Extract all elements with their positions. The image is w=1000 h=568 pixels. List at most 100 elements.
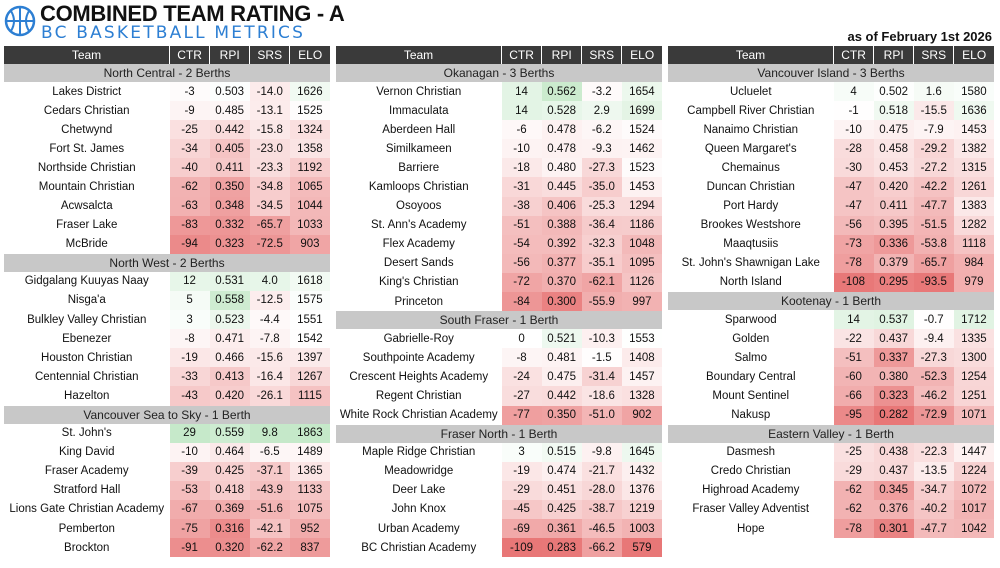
column-header-team: Team [4,46,170,64]
ctr-value: -51 [833,348,874,368]
column-header-elo: ELO [953,46,994,64]
rpi-value: 0.350 [541,405,582,425]
team-name: Kamloops Christian [368,181,469,194]
table-row: Meadowridge -19 0.474 -21.7 1432 [336,461,662,481]
rpi-value: 0.388 [541,215,582,235]
elo-value: 1575 [289,290,330,311]
rpi-value: 0.392 [541,234,582,254]
page-title: COMBINED TEAM RATING - A [40,1,345,26]
elo-value: 1048 [621,234,662,254]
rating-table: Team CTR RPI SRS ELO Okanagan - 3 Berths Verno… [336,46,662,558]
table-row: St. John's 29 0.559 9.8 1863 [4,423,330,443]
elo-value: 1186 [621,215,662,235]
elo-value: 1126 [621,272,662,293]
srs-value: -0.7 [913,310,954,330]
region-header: Eastern Valley - 1 Berth [668,424,994,443]
table-row: Campbell River Christian -1 0.518 -15.5 1636 [668,101,994,121]
elo-value: 1453 [621,177,662,197]
table-row: Chemainus -30 0.453 -27.2 1315 [668,158,994,178]
elo-value: 1447 [953,442,994,462]
ctr-value: -6 [501,120,542,140]
rpi-value: 0.523 [209,310,250,330]
team-name: Aberdeen Hall [382,123,456,136]
table-row: Nakusp -95 0.282 -72.9 1071 [668,405,994,425]
table-row: Crescent Heights Academy -24 0.475 -31.4 145… [336,367,662,387]
ctr-value: -10 [833,120,874,140]
srs-value: -34.8 [249,177,290,197]
basketball-icon [4,5,36,37]
elo-value: 1432 [621,461,662,481]
elo-value: 1044 [289,196,330,216]
srs-value: -35.0 [581,177,622,197]
srs-value: -18.6 [581,386,622,406]
rpi-value: 0.405 [209,139,250,159]
table-row: Immaculata 14 0.528 2.9 1699 [336,101,662,121]
srs-value: -52.3 [913,367,954,387]
rating-column-2: Team CTR RPI SRS ELO Okanagan - 3 Berths Verno… [336,46,662,558]
team-name: Bulkley Valley Christian [27,313,147,326]
team-name: Credo Christian [710,465,791,478]
team-name: Southpointe Academy [362,351,475,364]
team-name: BC Christian Academy [361,541,477,554]
ctr-value: -30 [833,158,874,178]
table-row: Gidgalang Kuuyas Naay 12 0.531 4.0 1618 [4,271,330,291]
elo-value: 1095 [621,253,662,273]
rpi-value: 0.348 [209,196,250,216]
elo-value: 1219 [621,499,662,519]
ctr-value: 3 [169,310,210,330]
srs-value: -1.5 [581,348,622,368]
ctr-value: -39 [169,461,210,481]
srs-value: -40.2 [913,499,954,519]
team-name: Brockton [64,541,110,554]
team-name: Regent Christian [375,389,462,402]
team-name: Pemberton [58,522,115,535]
elo-value: 1365 [289,461,330,481]
rpi-value: 0.451 [541,480,582,500]
rpi-value: 0.562 [541,82,582,102]
team-name: Campbell River Christian [687,104,815,117]
region-header: Vancouver Island - 3 Berths [668,64,994,82]
rpi-value: 0.453 [873,158,914,178]
elo-value: 1017 [953,499,994,519]
rpi-value: 0.502 [873,82,914,102]
elo-value: 1267 [289,367,330,387]
srs-value: -6.2 [581,120,622,140]
srs-value: -12.5 [249,290,290,311]
table-row: St. Ann's Academy -51 0.388 -36.4 1186 [336,215,662,235]
team-name: Meadowridge [384,465,454,478]
elo-value: 1133 [289,480,330,500]
ctr-value: 12 [169,271,210,291]
team-name: Deer Lake [392,484,446,497]
team-name: Lions Gate Christian Academy [9,503,165,516]
srs-value: -36.4 [581,215,622,235]
rpi-value: 0.413 [209,367,250,387]
srs-value: -38.7 [581,499,622,519]
team-name: Chetwynd [61,123,113,136]
srs-value: -72.5 [249,234,290,254]
rpi-value: 0.558 [209,290,250,311]
ctr-value: -78 [833,253,874,273]
table-row: Dasmesh -25 0.438 -22.3 1447 [668,442,994,462]
srs-value: -53.8 [913,234,954,254]
ctr-value: -3 [169,82,210,102]
table-row: Sparwood 14 0.537 -0.7 1712 [668,310,994,330]
table-row: Princeton -84 0.300 -55.9 997 [336,292,662,312]
srs-value: -7.8 [249,329,290,349]
srs-value: -21.7 [581,461,622,481]
srs-value: -62.2 [249,538,290,558]
ctr-value: 14 [501,82,542,102]
elo-value: 1553 [621,329,662,349]
ctr-value: -22 [833,329,874,349]
team-name: Highroad Academy [702,484,800,497]
ctr-value: -29 [501,480,542,500]
rpi-value: 0.478 [541,120,582,140]
srs-value: -26.1 [249,386,290,406]
table-row: King David -10 0.464 -6.5 1489 [4,442,330,462]
ctr-value: -9 [169,101,210,121]
srs-value: -55.9 [581,292,622,312]
table-row: Hazelton -43 0.420 -26.1 1115 [4,386,330,406]
srs-value: 4.0 [249,271,290,291]
table-row: Fraser Lake -83 0.332 -65.7 1033 [4,215,330,235]
table-row: King's Christian -72 0.370 -62.1 1126 [336,272,662,293]
elo-value: 997 [621,292,662,312]
